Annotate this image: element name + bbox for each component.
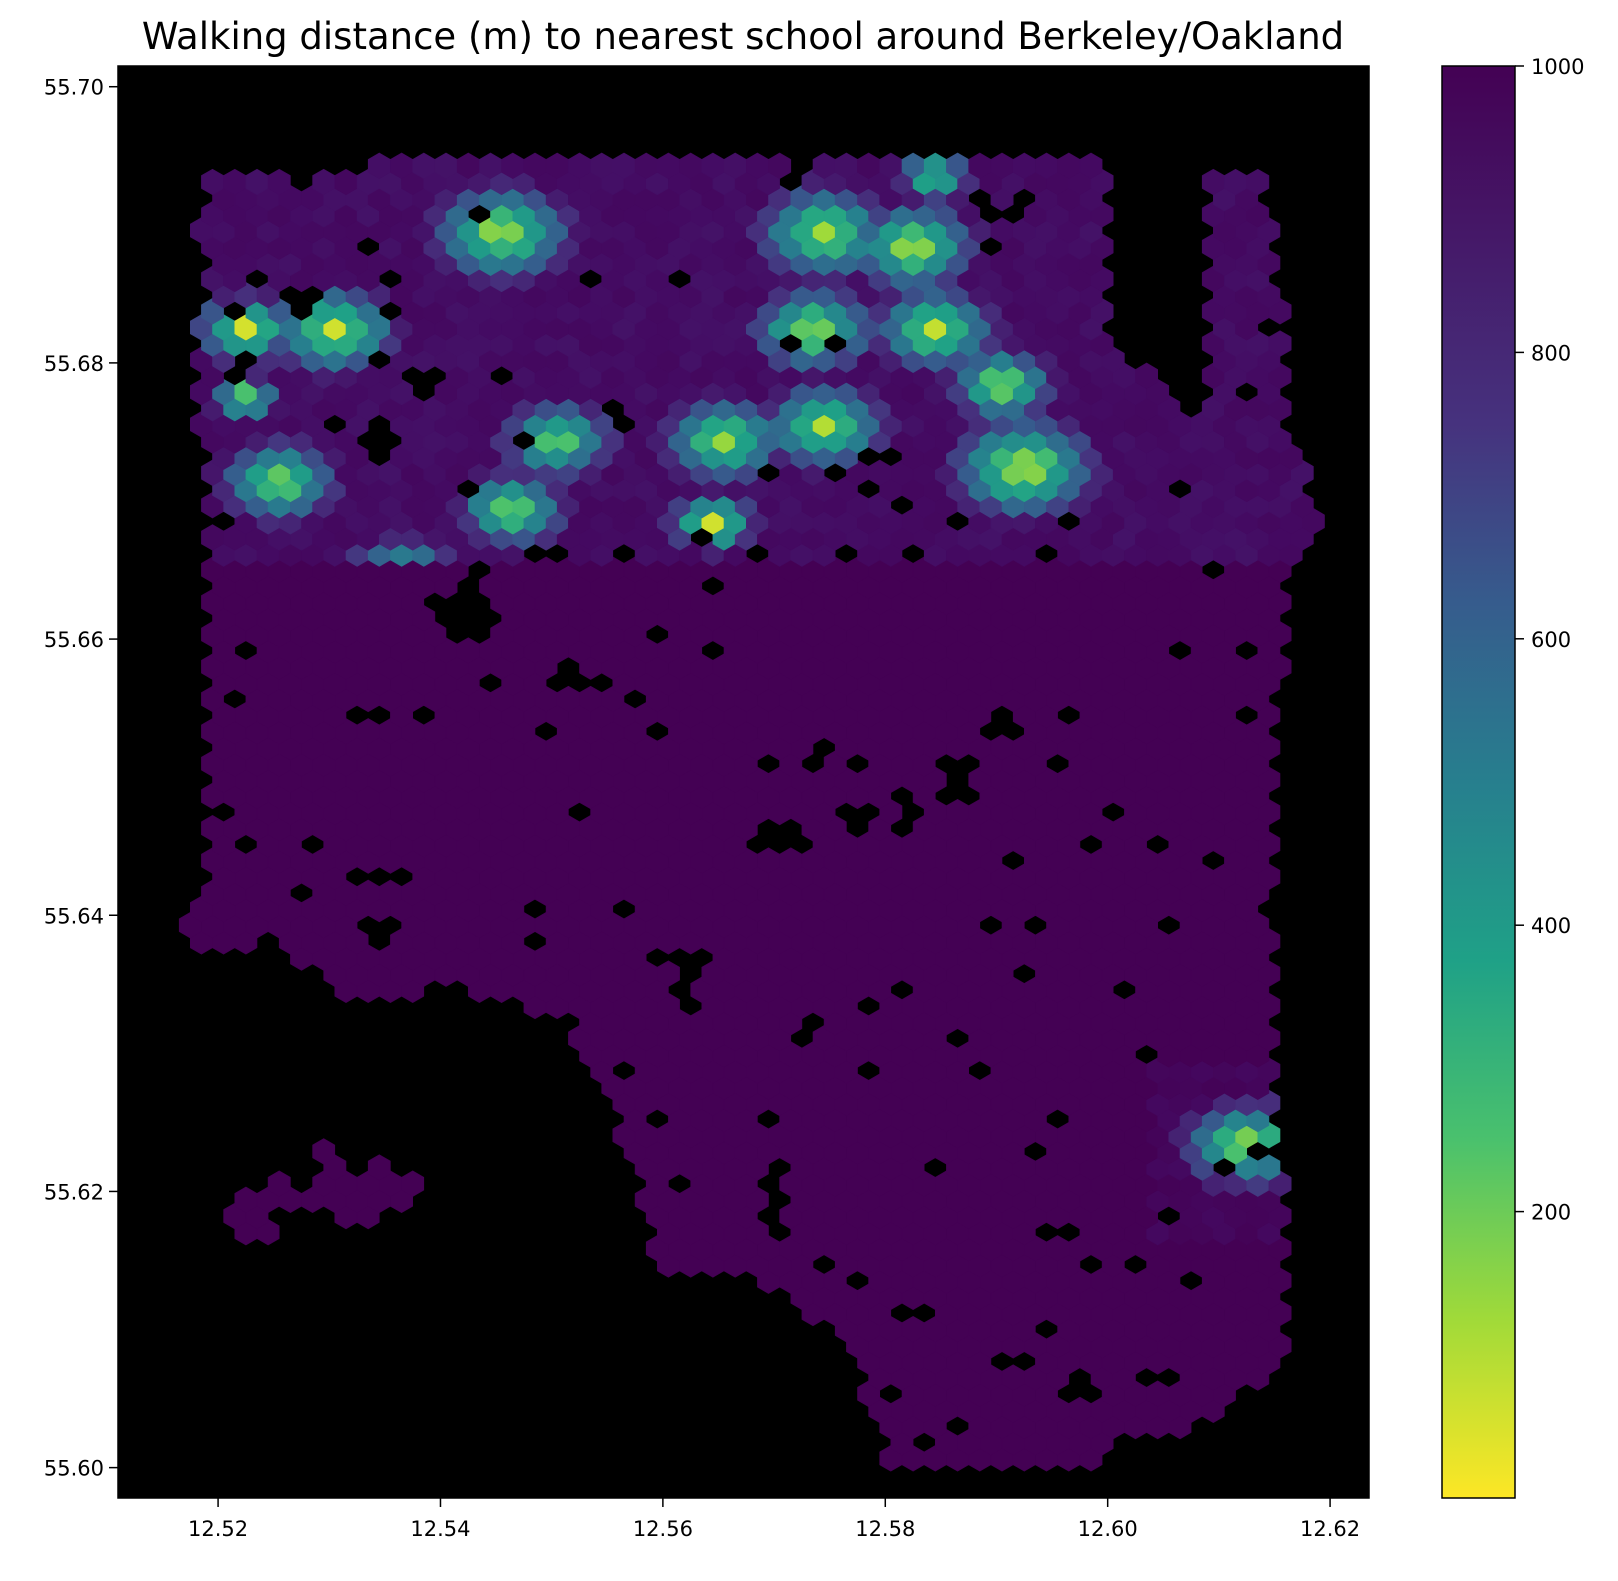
x-tick-label: 12.52 xyxy=(188,1517,248,1541)
x-tick-label: 12.56 xyxy=(633,1517,693,1541)
colorbar: 200 400 600 800 1000 xyxy=(1441,55,1584,1499)
hex-cell xyxy=(1268,330,1292,357)
x-tick-label: 12.62 xyxy=(1300,1517,1360,1541)
colorbar-gradient xyxy=(1441,65,1516,1499)
x-tick-label: 12.58 xyxy=(855,1517,915,1541)
hex-cell xyxy=(768,152,792,180)
hex-cell xyxy=(1135,362,1158,390)
hex-cell xyxy=(367,1154,391,1181)
x-tick-label: 12.60 xyxy=(1078,1517,1138,1541)
hexbin-cells xyxy=(178,152,1325,1472)
hex-cell xyxy=(656,960,680,987)
colorbar-tick-label: 200 xyxy=(1531,1201,1571,1225)
hex-cell xyxy=(1257,1154,1281,1181)
colorbar-tick-label: 800 xyxy=(1531,341,1571,365)
x-axis: 12.52 12.54 12.56 12.58 12.60 12.62 xyxy=(188,1498,1360,1541)
colorbar-ticks: 200 400 600 800 1000 xyxy=(1515,55,1584,1225)
y-tick-label: 55.60 xyxy=(44,1457,104,1481)
hex-cell xyxy=(1246,168,1270,196)
y-tick-label: 55.64 xyxy=(44,904,104,928)
colorbar-tick-label: 600 xyxy=(1531,628,1571,652)
y-axis: 55.60 55.62 55.64 55.66 55.68 55.70 xyxy=(44,76,118,1481)
y-tick-label: 55.62 xyxy=(44,1180,104,1204)
hex-cell xyxy=(1079,152,1103,180)
hex-cell xyxy=(267,168,291,196)
y-tick-label: 55.68 xyxy=(44,352,104,376)
hex-cell xyxy=(401,1170,425,1197)
colorbar-tick-label: 400 xyxy=(1531,914,1571,938)
y-tick-label: 55.70 xyxy=(44,76,104,100)
hex-cell xyxy=(267,1170,291,1197)
x-tick-label: 12.54 xyxy=(410,1517,470,1541)
chart-title: Walking distance (m) to nearest school a… xyxy=(142,15,1344,58)
plot-frame xyxy=(117,65,1370,1499)
hex-cell xyxy=(312,1138,336,1165)
colorbar-tick-label: 1000 xyxy=(1531,55,1584,79)
y-tick-label: 55.66 xyxy=(44,628,104,652)
